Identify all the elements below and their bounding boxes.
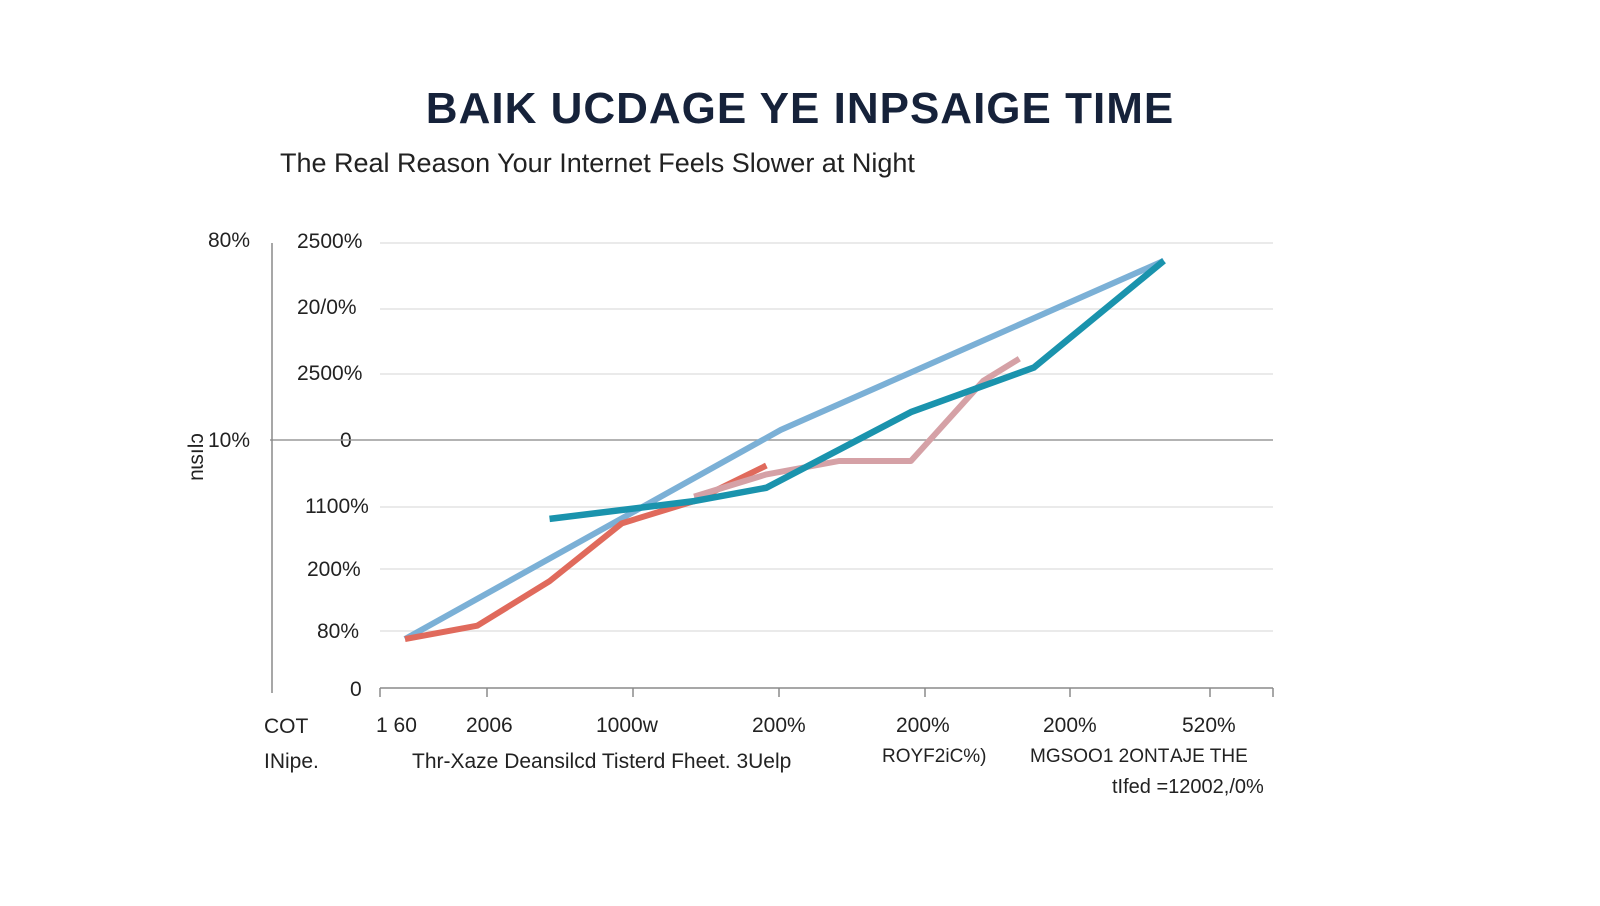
left-label: INipe. (264, 750, 319, 773)
bottom-label: MGSOO1 2ONT (1030, 746, 1170, 767)
left-label: COT (264, 715, 309, 738)
bottom-label: AJE THE (1170, 746, 1248, 767)
y-tick-label: 2500% (297, 362, 363, 385)
y-tick-label: 2500% (297, 230, 363, 253)
y-tick-label: 0 (350, 678, 362, 701)
series-line-3 (693, 356, 1021, 500)
outer-y-tick: 80% (208, 229, 251, 252)
series-line-4 (549, 258, 1166, 523)
y-tick-label: 80% (317, 620, 360, 643)
chart-subtitle: The Real Reason Your Internet Feels Slow… (280, 148, 915, 178)
x-tick-label: 200% (896, 714, 950, 737)
footnote: tIfed =12002,/0% (1112, 776, 1264, 798)
y-tick-label: 200% (307, 558, 361, 581)
gridlines (270, 242, 1273, 632)
x-tick-label: 2006 (466, 714, 513, 737)
y-tick-label: 1100% (305, 495, 369, 518)
y-tick-label: 20/0% (297, 296, 357, 319)
x-axis-ticks (379, 688, 1274, 697)
x-tick-label: 1000w (596, 714, 658, 737)
series-line-1 (403, 258, 1166, 642)
outer-y-tick: 10% (208, 429, 251, 452)
bottom-caption: Thr-Xaze Deansilcd Tisterd Fheet. 3Uelp (412, 750, 792, 773)
x-tick-label: 1 60 (376, 714, 417, 737)
bottom-label: ROYF2iC%) (882, 746, 987, 767)
series-lines (403, 258, 1166, 643)
x-tick-label: 200% (752, 714, 806, 737)
chart-title: BAIK UCDAGE YE INPSAIGE TIME (425, 84, 1175, 133)
x-tick-label: 520% (1182, 714, 1236, 737)
x-tick-label: 200% (1043, 714, 1097, 737)
